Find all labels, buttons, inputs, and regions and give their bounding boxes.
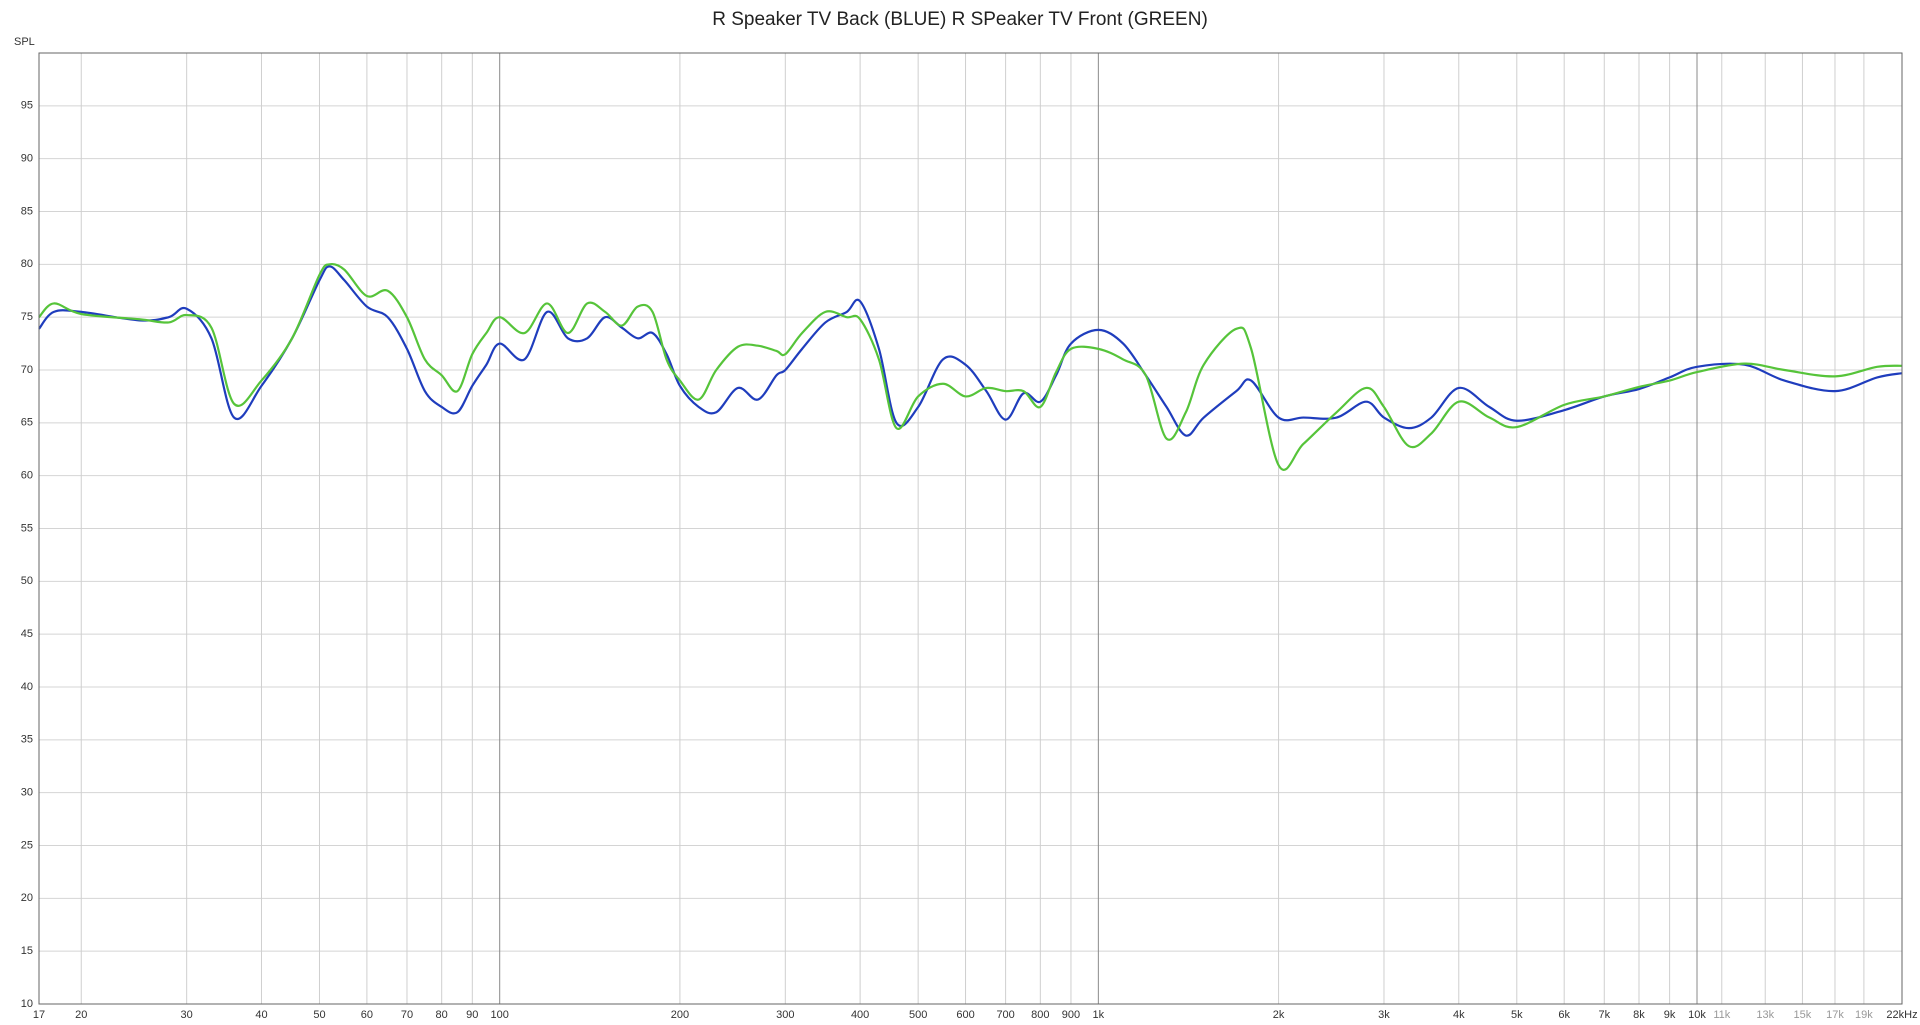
x-tick-label: 20 (75, 1009, 87, 1021)
y-tick-label: 30 (21, 787, 33, 799)
x-tick-label: 400 (851, 1009, 869, 1021)
y-tick-label: 40 (21, 681, 33, 693)
lines (38, 262, 1903, 471)
x-tick-label: 17k (1826, 1009, 1844, 1021)
y-tick-label: 35 (21, 734, 33, 746)
x-tick-label: 300 (776, 1009, 794, 1021)
x-tick-label: 40 (255, 1009, 267, 1021)
x-tick-label: 9k (1664, 1009, 1676, 1021)
x-tick-label: 11k (1713, 1009, 1730, 1021)
x-tick-label: 15k (1794, 1009, 1812, 1021)
x-tick-label: 2k (1273, 1009, 1285, 1021)
y-tick-label: 25 (21, 839, 33, 851)
y-tick-label: 45 (21, 628, 33, 640)
x-tick-label: 700 (996, 1009, 1014, 1021)
y-tick-label: 20 (21, 892, 33, 904)
y-tick-label: 75 (21, 311, 33, 323)
y-tick-label: 60 (21, 470, 33, 482)
x-tick-label: 600 (956, 1009, 974, 1021)
x-tick-label: 10k (1688, 1009, 1706, 1021)
y-tick-label: 90 (21, 153, 33, 165)
y-axis-label: SPL (14, 36, 35, 48)
y-tick-label: 50 (21, 575, 33, 587)
chart-title: R Speaker TV Back (BLUE) R SPeaker TV Fr… (712, 9, 1208, 30)
x-tick-label: 4k (1453, 1009, 1465, 1021)
x-tick-label: 90 (466, 1009, 478, 1021)
x-tick-label: 3k (1378, 1009, 1390, 1021)
y-tick-label: 70 (21, 364, 33, 376)
y-tick-label: 80 (21, 258, 33, 270)
x-tick-label: 22kHz (1886, 1009, 1917, 1021)
x-tick-label: 200 (671, 1009, 689, 1021)
x-tick-label: 7k (1598, 1009, 1610, 1021)
series-line (38, 262, 1903, 471)
plot-frame (38, 52, 1903, 1005)
x-tick-label: 17 (33, 1009, 45, 1021)
x-tick-label: 5k (1511, 1009, 1523, 1021)
x-tick-label: 800 (1031, 1009, 1049, 1021)
x-tick-label: 13k (1756, 1009, 1774, 1021)
y-tick-label: 65 (21, 417, 33, 429)
x-tick-label: 6k (1558, 1009, 1570, 1021)
x-tick-label: 80 (436, 1009, 448, 1021)
series-line (38, 265, 1903, 437)
y-tick-label: 85 (21, 205, 33, 217)
x-tick-label: 30 (181, 1009, 193, 1021)
x-tick-label: 60 (361, 1009, 373, 1021)
y-tick-label: 15 (21, 945, 33, 957)
y-tick-label: 95 (21, 100, 33, 112)
grid (38, 53, 1903, 1005)
y-tick-label: 10 (21, 998, 33, 1010)
x-tick-label: 50 (313, 1009, 325, 1021)
x-tick-label: 500 (909, 1009, 927, 1021)
x-tick-label: 70 (401, 1009, 413, 1021)
x-tick-label: 1k (1093, 1009, 1105, 1021)
y-tick-label: 55 (21, 522, 33, 534)
x-tick-label: 19k (1855, 1009, 1873, 1021)
x-tick-label: 100 (491, 1009, 509, 1021)
x-tick-label: 8k (1633, 1009, 1645, 1021)
x-tick-label: 900 (1062, 1009, 1080, 1021)
